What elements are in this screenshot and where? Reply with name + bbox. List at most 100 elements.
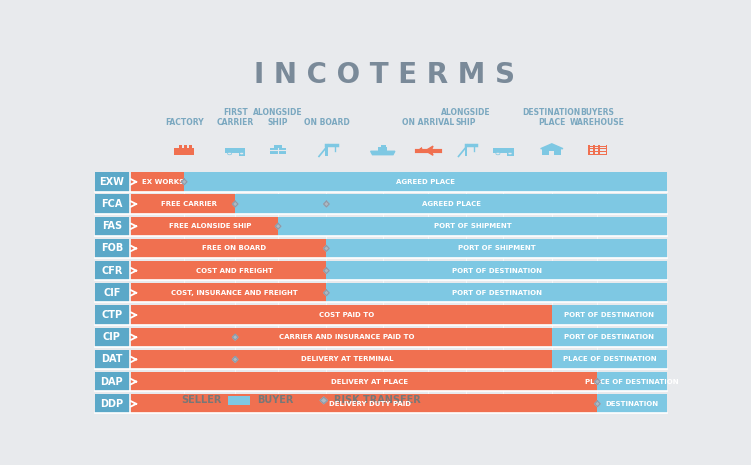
FancyBboxPatch shape [95,350,129,369]
Bar [239,153,246,156]
Polygon shape [324,246,329,251]
FancyBboxPatch shape [95,172,129,192]
Text: CIF: CIF [103,288,121,298]
Polygon shape [541,144,563,149]
Text: DELIVERY AT TERMINAL: DELIVERY AT TERMINAL [300,357,394,362]
Text: ON BOARD: ON BOARD [303,119,349,127]
Text: ALONGSIDE
SHIP: ALONGSIDE SHIP [253,108,303,127]
Text: CTP: CTP [101,310,122,320]
Bar [600,144,602,146]
Polygon shape [426,146,433,151]
Bar [189,145,192,149]
Text: DAT: DAT [101,354,122,365]
Text: DAP: DAP [101,377,123,386]
FancyBboxPatch shape [131,172,184,192]
Text: COST PAID TO: COST PAID TO [319,312,375,318]
Text: ON ARRIVAL: ON ARRIVAL [403,119,454,127]
Bar [381,145,385,147]
Polygon shape [371,151,395,155]
FancyBboxPatch shape [278,217,667,236]
FancyBboxPatch shape [95,261,129,280]
FancyBboxPatch shape [131,283,327,303]
Text: FOB: FOB [101,244,123,253]
Text: AGREED PLACE: AGREED PLACE [397,179,455,185]
FancyBboxPatch shape [95,306,129,325]
Bar [600,149,602,151]
Polygon shape [595,379,600,385]
Polygon shape [320,397,327,404]
Polygon shape [324,268,329,273]
Text: PORT OF SHIPMENT: PORT OF SHIPMENT [434,223,511,229]
Text: DESTINATION: DESTINATION [606,401,659,407]
Bar [600,152,602,153]
FancyBboxPatch shape [95,283,129,303]
Text: PORT OF DESTINATION: PORT OF DESTINATION [452,268,541,273]
FancyBboxPatch shape [95,194,129,214]
Polygon shape [232,334,238,340]
FancyBboxPatch shape [95,217,129,236]
FancyBboxPatch shape [552,350,667,369]
Bar [590,144,593,146]
Text: BUYERS
WAREHOUSE: BUYERS WAREHOUSE [570,108,625,127]
Bar [507,153,514,156]
Circle shape [240,152,244,155]
Text: DDP: DDP [101,399,123,409]
Bar [588,145,607,155]
Text: PORT OF DESTINATION: PORT OF DESTINATION [565,312,654,318]
Text: AGREED PLACE: AGREED PLACE [421,201,481,207]
FancyBboxPatch shape [131,372,597,391]
FancyBboxPatch shape [597,372,667,391]
FancyBboxPatch shape [131,350,552,369]
Text: CFR: CFR [101,266,122,276]
Text: PORT OF SHIPMENT: PORT OF SHIPMENT [458,246,535,252]
FancyBboxPatch shape [95,372,129,391]
FancyBboxPatch shape [131,306,552,325]
FancyBboxPatch shape [327,261,667,280]
Bar [270,148,286,154]
Text: DELIVERY AT PLACE: DELIVERY AT PLACE [331,379,409,385]
Bar [590,152,593,153]
FancyBboxPatch shape [131,394,597,413]
Bar [465,144,467,156]
Bar [228,396,250,405]
FancyBboxPatch shape [235,194,667,214]
Text: DELIVERY DUTY PAID: DELIVERY DUTY PAID [329,401,411,407]
Bar [179,145,182,149]
Text: COST AND FREIGHT: COST AND FREIGHT [196,268,273,273]
FancyBboxPatch shape [131,261,327,280]
Bar [542,148,561,155]
Bar [595,144,598,146]
Text: FREE ALONSIDE SHIP: FREE ALONSIDE SHIP [169,223,252,229]
Bar [550,151,554,155]
Text: FAS: FAS [102,221,122,231]
Bar [225,148,246,153]
Bar [595,147,598,148]
Text: EXW: EXW [99,177,125,187]
Text: PLACE OF DESTINATION: PLACE OF DESTINATION [586,379,679,385]
Text: FCA: FCA [101,199,122,209]
Text: CARRIER AND INSURANCE PAID TO: CARRIER AND INSURANCE PAID TO [279,334,415,340]
Text: FIRST
CARRIER: FIRST CARRIER [216,108,254,127]
Bar [604,149,606,151]
Text: DESTINATION
PLACE: DESTINATION PLACE [523,108,581,127]
Polygon shape [232,201,238,207]
Bar [600,147,602,148]
Bar [604,144,606,146]
Circle shape [496,152,500,155]
Polygon shape [182,179,187,185]
Bar [174,148,195,155]
FancyBboxPatch shape [131,217,278,236]
Circle shape [228,152,231,155]
Text: PORT OF DESTINATION: PORT OF DESTINATION [452,290,541,296]
Polygon shape [595,401,600,407]
Text: BUYER: BUYER [257,395,293,405]
Bar [274,145,282,149]
FancyBboxPatch shape [95,239,129,258]
Bar [184,145,187,149]
Bar [604,147,606,148]
Bar [595,152,598,153]
FancyBboxPatch shape [327,239,667,258]
Text: CIP: CIP [103,332,121,342]
Circle shape [508,152,512,155]
FancyBboxPatch shape [597,394,667,413]
